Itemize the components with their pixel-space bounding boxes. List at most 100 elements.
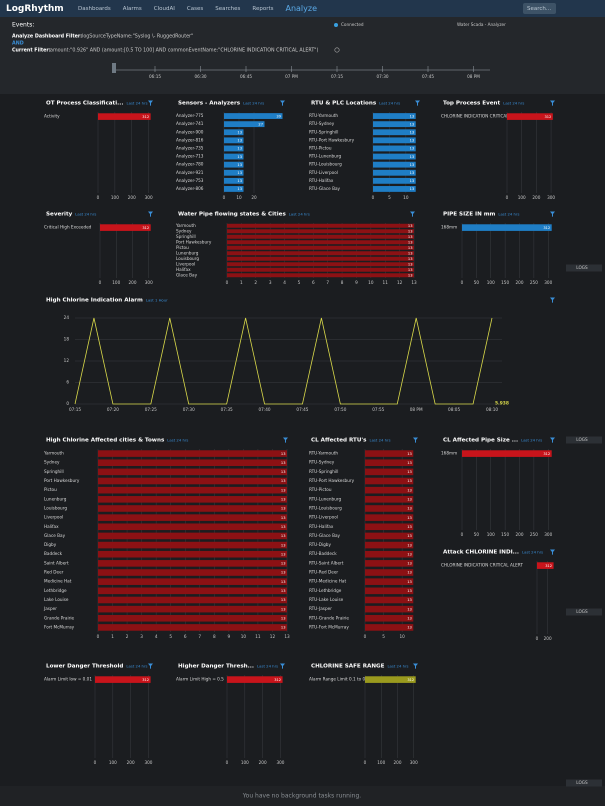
logs-tab-label[interactable]: LOGS xyxy=(576,780,588,785)
bar[interactable] xyxy=(98,605,287,613)
bar[interactable] xyxy=(365,676,416,683)
bar[interactable] xyxy=(224,186,244,192)
bar[interactable] xyxy=(224,145,244,152)
bar[interactable] xyxy=(365,477,414,485)
bar[interactable] xyxy=(227,229,414,234)
bar[interactable] xyxy=(227,245,414,250)
timeline-handle[interactable] xyxy=(112,63,116,73)
bar[interactable] xyxy=(462,450,552,457)
bar[interactable] xyxy=(365,459,414,467)
bar[interactable] xyxy=(98,578,287,585)
bar[interactable] xyxy=(373,137,416,144)
bar[interactable] xyxy=(365,560,414,567)
bar[interactable] xyxy=(373,161,416,168)
bar[interactable] xyxy=(373,177,416,184)
bar[interactable] xyxy=(227,267,414,272)
bar[interactable] xyxy=(98,486,287,494)
dashboard-name[interactable]: Water Scada - Analyzer xyxy=(457,22,506,27)
bar[interactable] xyxy=(365,605,414,613)
bar[interactable] xyxy=(365,468,414,476)
bar[interactable] xyxy=(227,234,414,239)
filter-icon[interactable] xyxy=(148,663,153,670)
bar[interactable] xyxy=(224,121,265,128)
search-box[interactable] xyxy=(523,3,556,14)
bar[interactable] xyxy=(227,262,414,267)
bar[interactable] xyxy=(98,587,287,595)
bar[interactable] xyxy=(98,468,287,476)
nav-tab[interactable]: Cases xyxy=(187,6,203,12)
bar[interactable] xyxy=(537,562,554,569)
bar[interactable] xyxy=(224,129,244,136)
bar[interactable] xyxy=(98,514,287,521)
filter-icon[interactable] xyxy=(283,437,288,444)
bar[interactable] xyxy=(98,569,287,576)
logs-tab-label[interactable]: LOGS xyxy=(576,265,588,270)
bar[interactable] xyxy=(365,624,414,631)
bar[interactable] xyxy=(373,129,416,136)
filter-icon[interactable] xyxy=(413,663,418,670)
bar[interactable] xyxy=(98,624,287,631)
filter-icon[interactable] xyxy=(550,100,555,107)
filter-icon[interactable] xyxy=(148,211,153,218)
filter-icon[interactable] xyxy=(550,437,555,444)
bar[interactable] xyxy=(98,532,287,540)
bar[interactable] xyxy=(462,224,552,231)
nav-tab[interactable]: Reports xyxy=(252,6,273,12)
bar[interactable] xyxy=(98,459,287,467)
bar[interactable] xyxy=(365,486,414,494)
bar[interactable] xyxy=(373,186,416,192)
bar[interactable] xyxy=(365,587,414,595)
bar[interactable] xyxy=(365,496,414,503)
bar[interactable] xyxy=(227,273,414,278)
bar[interactable] xyxy=(365,532,414,540)
bar[interactable] xyxy=(98,614,287,622)
bar[interactable] xyxy=(365,523,414,531)
bar[interactable] xyxy=(365,596,414,604)
bar[interactable] xyxy=(373,113,416,119)
filter-icon[interactable] xyxy=(550,297,555,304)
bar[interactable] xyxy=(365,578,414,585)
bar[interactable] xyxy=(224,161,244,168)
bar[interactable] xyxy=(100,224,151,231)
bar[interactable] xyxy=(98,450,287,457)
bar[interactable] xyxy=(365,550,414,558)
bar[interactable] xyxy=(373,169,416,176)
bar[interactable] xyxy=(365,505,414,512)
filter-icon[interactable] xyxy=(148,100,153,107)
bar[interactable] xyxy=(373,145,416,152)
bar[interactable] xyxy=(224,153,244,160)
filter-icon[interactable] xyxy=(550,549,555,556)
bar[interactable] xyxy=(95,676,151,683)
filter-icon[interactable] xyxy=(415,100,420,107)
logs-tab[interactable] xyxy=(566,436,602,444)
bar[interactable] xyxy=(227,240,414,245)
filter-icon[interactable] xyxy=(550,211,555,218)
filter-icon[interactable] xyxy=(410,211,415,218)
logs-tab[interactable] xyxy=(566,608,602,616)
bar[interactable] xyxy=(98,550,287,558)
bar[interactable] xyxy=(98,496,287,503)
nav-tab[interactable]: CloudAI xyxy=(154,6,175,12)
bar[interactable] xyxy=(373,153,416,160)
bar[interactable] xyxy=(98,541,287,549)
nav-tab[interactable]: Dashboards xyxy=(78,6,111,12)
bar[interactable] xyxy=(365,569,414,576)
logs-tab[interactable] xyxy=(566,264,602,272)
bar[interactable] xyxy=(98,113,151,120)
clear-filter[interactable] xyxy=(334,47,340,53)
bar[interactable] xyxy=(224,137,244,144)
bar[interactable] xyxy=(98,477,287,485)
search[interactable]: Search... xyxy=(527,6,551,12)
filter-icon[interactable] xyxy=(280,100,285,107)
filter-icon[interactable] xyxy=(413,437,418,444)
bar[interactable] xyxy=(227,256,414,261)
bar[interactable] xyxy=(365,514,414,521)
bar[interactable] xyxy=(224,177,244,184)
bar[interactable] xyxy=(98,505,287,512)
bar[interactable] xyxy=(98,596,287,604)
bar[interactable] xyxy=(98,523,287,531)
bar[interactable] xyxy=(507,113,553,120)
filter-icon[interactable] xyxy=(280,663,285,670)
bar[interactable] xyxy=(365,541,414,549)
logs-tab-label[interactable]: LOGS xyxy=(576,609,588,614)
